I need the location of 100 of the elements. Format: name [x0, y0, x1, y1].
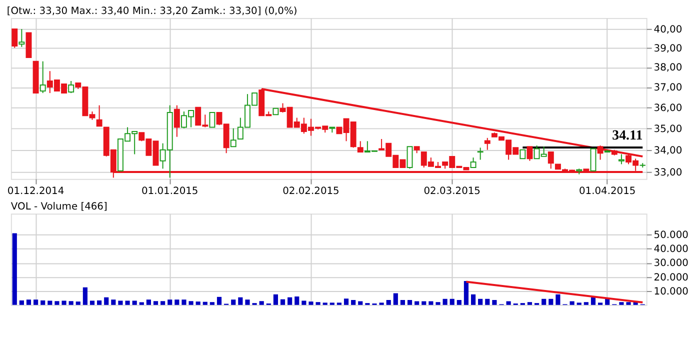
bar — [111, 300, 116, 305]
y-tick-label: 10.000 — [654, 286, 688, 298]
bar — [54, 301, 60, 305]
bar — [273, 294, 278, 305]
candlestick — [174, 104, 180, 138]
bar — [160, 301, 166, 305]
y-tick-label: 50.000 — [654, 230, 688, 242]
bar — [428, 301, 434, 305]
x-tick-label: 02.03.2015 — [424, 186, 480, 198]
bar — [48, 300, 52, 305]
chart-title: VOL - Volume [466] — [10, 202, 108, 213]
y-tick-label: 33,00 — [654, 168, 682, 179]
y-tick-label: 40,00 — [654, 24, 682, 36]
bar — [548, 298, 554, 305]
bar — [97, 300, 102, 305]
bar — [436, 302, 440, 305]
y-tick-label: 40.000 — [654, 244, 688, 256]
bar — [259, 301, 264, 305]
candlestick — [18, 28, 25, 48]
x-tick-label: 01.12.2014 — [7, 186, 64, 198]
candlestick — [477, 147, 484, 160]
bar — [68, 301, 74, 305]
candlestick — [40, 60, 46, 94]
chart-title: [Otw.: 33,30 Max.: 33,40 Min.: 33,20 Zamk.: 33,30] (0,0%) — [6, 6, 298, 18]
y-tick-label: 38,00 — [654, 62, 682, 74]
bar — [19, 300, 24, 305]
bar — [125, 300, 130, 305]
bar — [456, 300, 462, 305]
bar — [414, 301, 420, 305]
candlestick — [96, 104, 102, 127]
bar — [422, 301, 426, 305]
bar — [288, 297, 292, 305]
y-tick-label: 30.000 — [654, 258, 688, 270]
bar — [90, 300, 95, 305]
candlestick — [209, 112, 216, 128]
bar — [26, 300, 32, 305]
bar — [506, 301, 511, 305]
x-tick-label: 02.02.2015 — [282, 186, 340, 198]
bar — [62, 300, 66, 305]
bar — [464, 281, 469, 305]
bar — [174, 300, 180, 305]
bar — [34, 300, 38, 305]
bar — [584, 302, 588, 305]
bar — [40, 300, 46, 305]
candlestick — [590, 148, 596, 172]
bar — [626, 302, 631, 305]
y-tick-label: 39,00 — [654, 43, 682, 54]
bar — [527, 302, 532, 305]
bar — [485, 298, 490, 305]
bar — [168, 300, 172, 305]
candlestick — [470, 157, 476, 168]
y-tick-label: 36,00 — [654, 102, 682, 114]
bar — [619, 302, 624, 305]
bar — [76, 302, 80, 305]
bar — [590, 297, 596, 305]
candlestick — [526, 146, 533, 162]
bar — [12, 233, 17, 305]
bar — [153, 301, 158, 305]
bar — [542, 298, 546, 305]
x-tick-label: 01.04.2015 — [578, 186, 636, 198]
annotation: 34.11 — [612, 128, 643, 144]
bar — [210, 302, 214, 305]
bar — [556, 294, 560, 305]
y-tick-label: 35,00 — [654, 124, 682, 135]
bar — [82, 287, 88, 305]
bar — [118, 300, 123, 305]
bar — [302, 300, 306, 305]
bar — [351, 300, 356, 305]
candlestick — [357, 140, 364, 153]
bar — [216, 296, 222, 305]
bar — [139, 302, 144, 305]
candlestick — [548, 152, 554, 170]
bar — [146, 300, 151, 305]
candlestick — [68, 80, 74, 94]
candlestick — [406, 146, 413, 170]
bar — [450, 298, 454, 305]
candlestick — [618, 154, 624, 165]
x-tick-label: 01.01.2015 — [141, 186, 198, 198]
y-tick-label: 34,00 — [654, 145, 682, 156]
candlestick — [484, 137, 490, 150]
bar — [132, 300, 137, 305]
bar — [442, 298, 448, 305]
bar — [400, 300, 406, 305]
bar — [492, 300, 497, 305]
bar — [358, 301, 363, 305]
bar — [104, 297, 109, 305]
bar — [344, 298, 349, 305]
bar — [308, 302, 314, 305]
bar — [245, 300, 250, 305]
bar — [316, 302, 320, 305]
y-tick-label: 20.000 — [654, 272, 688, 284]
bar — [294, 296, 300, 305]
bar — [238, 297, 243, 305]
bar — [478, 298, 483, 305]
bar — [202, 302, 208, 305]
bar — [470, 294, 476, 305]
bar — [231, 300, 236, 305]
bar — [182, 300, 186, 305]
candlestick — [12, 28, 18, 48]
bar — [196, 302, 200, 305]
